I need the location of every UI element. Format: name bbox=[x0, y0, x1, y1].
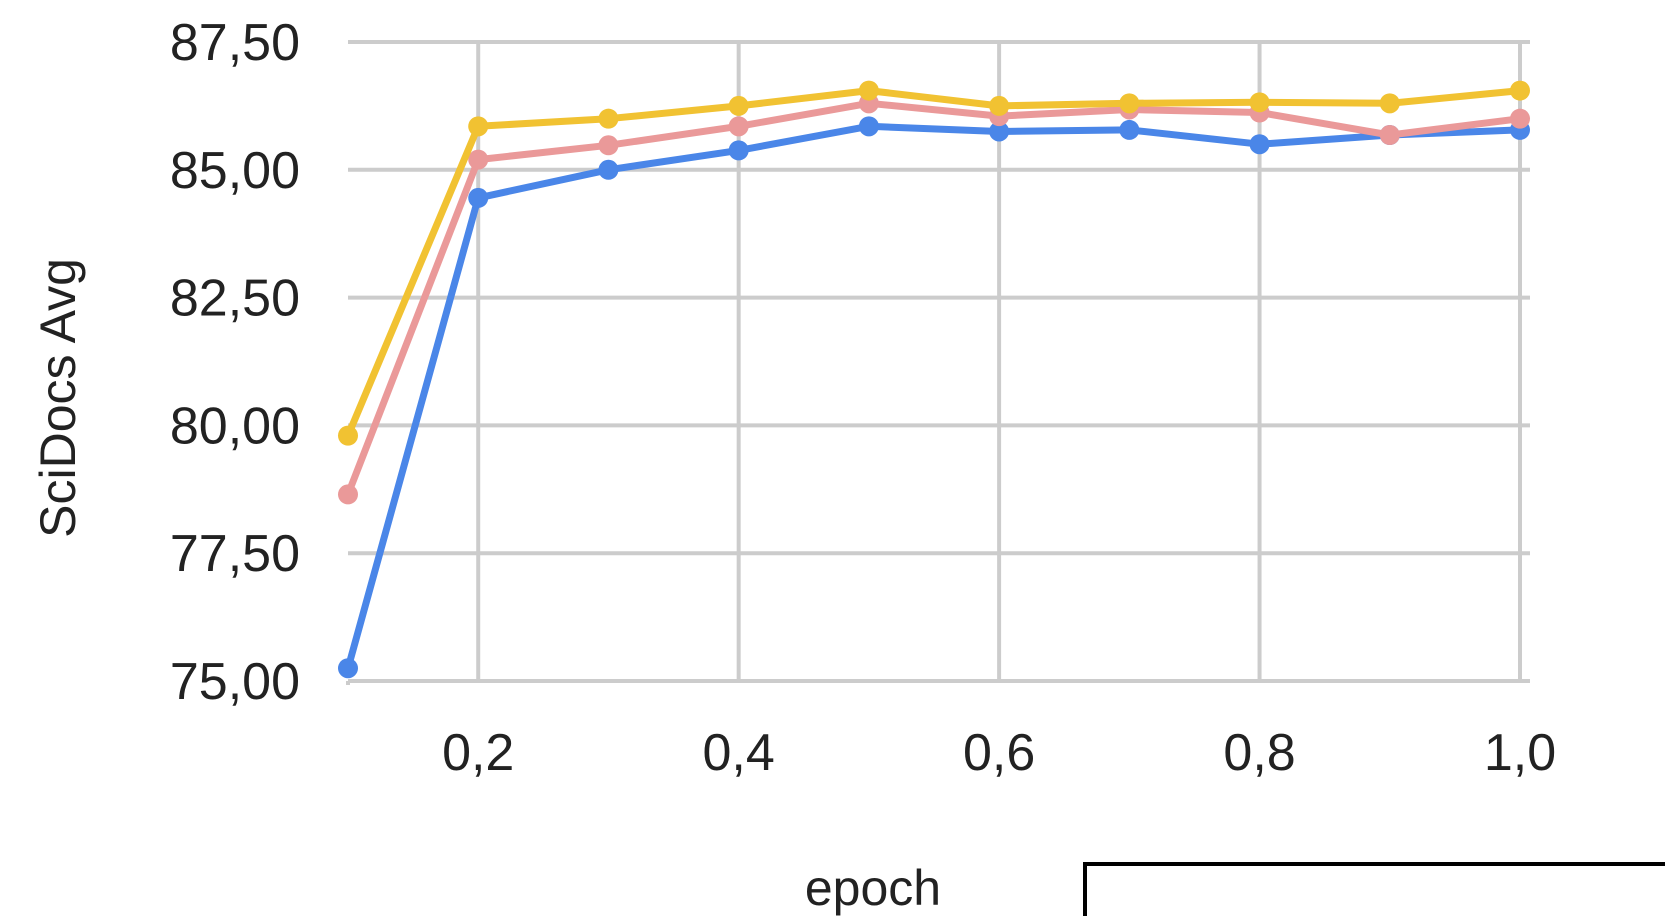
series-line bbox=[344, 99, 1524, 498]
series-line bbox=[344, 87, 1524, 440]
data-point bbox=[728, 116, 749, 137]
x-tick-label: 0,2 bbox=[442, 724, 514, 782]
data-point bbox=[1119, 93, 1140, 114]
data-point bbox=[989, 95, 1010, 116]
data-point bbox=[338, 425, 358, 446]
x-tick-label: 0,6 bbox=[963, 724, 1035, 782]
series-line bbox=[344, 122, 1524, 672]
data-point bbox=[468, 149, 489, 170]
x-tick-label: 0,8 bbox=[1223, 724, 1295, 782]
x-axis-tick-labels: 0,2 0,4 0,6 0,8 1,0 bbox=[442, 724, 1556, 782]
data-point bbox=[1510, 108, 1530, 129]
data-point bbox=[1379, 125, 1400, 146]
series-lines bbox=[338, 80, 1530, 679]
data-point bbox=[598, 135, 619, 156]
y-tick-label: 82,50 bbox=[170, 270, 300, 328]
y-tick-label: 80,00 bbox=[170, 397, 300, 455]
data-point bbox=[1119, 119, 1140, 140]
legend-box bbox=[1083, 862, 1665, 916]
data-point bbox=[728, 140, 749, 161]
x-tick-label: 1,0 bbox=[1484, 724, 1556, 782]
data-point bbox=[989, 121, 1010, 142]
data-point bbox=[598, 108, 619, 129]
data-point bbox=[1249, 92, 1270, 113]
x-axis-title: epoch bbox=[805, 860, 941, 916]
y-axis-tick-labels: 75,00 77,50 80,00 82,50 85,00 87,50 bbox=[170, 14, 300, 711]
data-point bbox=[1510, 80, 1530, 101]
x-tick-label: 0,4 bbox=[703, 724, 775, 782]
data-point bbox=[468, 187, 489, 208]
data-point bbox=[858, 80, 879, 101]
data-point bbox=[728, 95, 749, 116]
y-tick-label: 75,00 bbox=[170, 653, 300, 711]
y-tick-label: 77,50 bbox=[170, 525, 300, 583]
y-tick-label: 87,50 bbox=[170, 14, 300, 72]
series-3 bbox=[338, 80, 1530, 446]
data-point bbox=[338, 484, 358, 505]
data-point bbox=[338, 658, 358, 679]
data-point bbox=[1249, 134, 1270, 155]
data-point bbox=[1379, 93, 1400, 114]
y-tick-label: 85,00 bbox=[170, 142, 300, 200]
data-point bbox=[468, 116, 489, 137]
y-axis-title: SciDocs Avg bbox=[30, 258, 86, 538]
data-point bbox=[858, 116, 879, 137]
series-1 bbox=[338, 116, 1530, 679]
data-point bbox=[598, 159, 619, 180]
